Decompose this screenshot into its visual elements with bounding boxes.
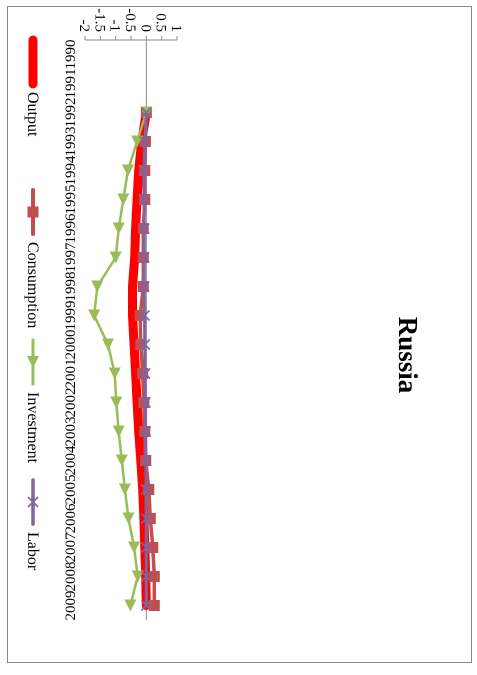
data-point — [140, 570, 152, 583]
legend-label: Investment — [24, 392, 41, 464]
data-point — [139, 338, 151, 351]
year-tick-label: 2004 — [63, 445, 79, 476]
data-point — [115, 454, 128, 467]
data-point — [140, 425, 152, 438]
series-line-labor — [142, 111, 148, 607]
year-tick-label: 1999 — [63, 301, 79, 331]
data-point — [139, 396, 151, 409]
value-tick-label: 0.5 — [153, 13, 169, 32]
data-point — [138, 222, 150, 235]
year-tick-label: 2007 — [63, 532, 79, 563]
legend-item-labor: Labor — [24, 478, 41, 571]
year-tick-label: 1993 — [63, 127, 79, 157]
year-tick-label: 2003 — [63, 417, 79, 447]
year-tick-label: 1990 — [63, 40, 79, 70]
data-point — [140, 483, 152, 496]
year-tick-label: 2009 — [63, 591, 79, 621]
series-output — [128, 108, 151, 610]
data-point — [128, 541, 141, 554]
data-point — [108, 367, 121, 380]
data-point — [117, 193, 130, 206]
legend-item-consumption: Consumption — [24, 188, 41, 328]
plot-area: 10.50-0.5-1-1.5-219901991199219931994199… — [63, 8, 184, 620]
data-point — [118, 483, 131, 496]
legend-label: Labor — [24, 532, 41, 571]
data-point — [27, 496, 39, 508]
data-point — [27, 206, 39, 218]
chart-frame — [7, 6, 472, 663]
value-tick-label: -2 — [76, 20, 92, 33]
series-line-output — [128, 108, 151, 610]
data-point — [138, 309, 151, 322]
data-point — [140, 541, 152, 554]
chart-title: Russia — [393, 317, 423, 394]
data-point — [148, 600, 160, 611]
data-point — [102, 338, 114, 351]
value-tick-label: 0 — [137, 25, 153, 33]
data-point — [112, 425, 125, 438]
value-tick-label: -1.5 — [91, 8, 107, 32]
legend-item-investment: Investment — [24, 338, 41, 464]
year-tick-label: 2005 — [63, 475, 79, 505]
year-tick-label: 2000 — [63, 330, 79, 360]
data-point — [131, 570, 144, 583]
year-tick-label: 1991 — [63, 69, 79, 99]
data-point — [140, 106, 152, 119]
legend: Output Consumption Investment Labor — [24, 35, 41, 571]
data-point — [140, 512, 152, 525]
data-point — [88, 309, 101, 322]
year-tick-label: 1998 — [63, 272, 79, 302]
data-point — [139, 135, 151, 148]
data-point — [140, 599, 152, 612]
data-point — [131, 135, 144, 148]
data-point — [112, 222, 125, 235]
data-point — [134, 310, 146, 321]
value-tick-label: -1 — [107, 20, 123, 33]
data-point — [27, 356, 39, 368]
year-tick-label: 1994 — [63, 155, 79, 186]
legend-item-output: Output — [24, 35, 41, 137]
year-tick-label: 2002 — [63, 388, 79, 418]
data-point — [138, 164, 150, 177]
data-point — [138, 193, 150, 206]
year-tick-label: 1995 — [63, 185, 79, 215]
year-tick-label: 2008 — [63, 562, 79, 592]
data-point — [124, 599, 137, 612]
series-labor — [138, 106, 152, 612]
year-tick-label: 1992 — [63, 98, 79, 128]
year-tick-label: 1997 — [63, 242, 79, 273]
value-tick-label: 1 — [168, 25, 184, 33]
legend-label: Output — [24, 92, 41, 137]
year-tick-label: 1996 — [63, 213, 79, 244]
data-point — [109, 251, 122, 264]
year-tick-label: 2006 — [63, 503, 79, 534]
value-tick-label: -0.5 — [122, 8, 138, 32]
data-point — [110, 396, 123, 409]
data-point — [122, 512, 135, 525]
legend-label: Consumption — [24, 242, 41, 328]
data-point — [139, 367, 151, 380]
data-point — [138, 280, 150, 293]
data-point — [140, 454, 152, 467]
year-tick-label: 2001 — [63, 359, 79, 389]
data-point — [121, 164, 134, 177]
data-point — [148, 571, 160, 582]
data-point — [91, 280, 104, 293]
data-point — [138, 251, 150, 264]
